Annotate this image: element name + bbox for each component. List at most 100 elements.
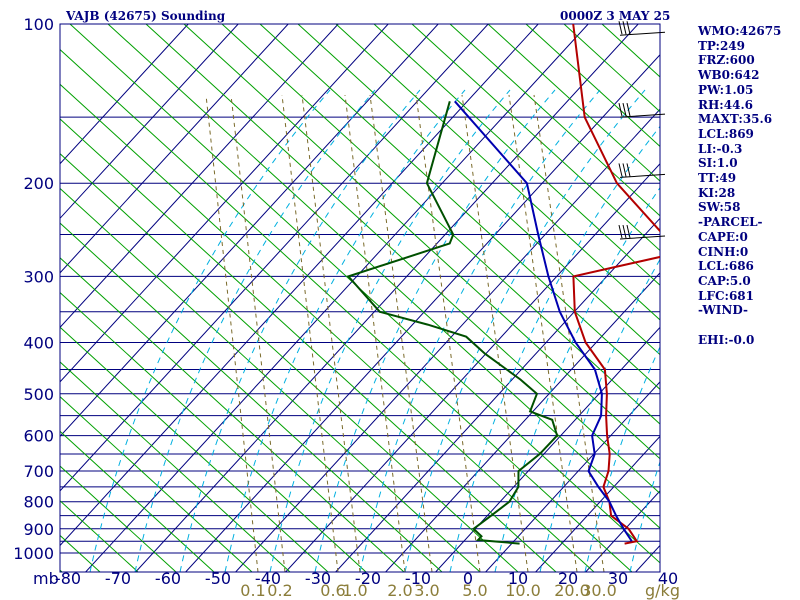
temperature-label-7: -10 xyxy=(405,569,431,588)
dry-adiabat-9 xyxy=(60,222,443,572)
mixing-ratio-label-9: 30.0 xyxy=(581,581,617,600)
wind-barb-flag xyxy=(626,163,631,177)
index-item: -PARCEL- xyxy=(698,215,763,230)
mixing-ratio-unit: g/kg xyxy=(645,581,680,600)
dry-adiabat-23 xyxy=(373,24,660,286)
isotherm--50 xyxy=(235,108,660,572)
wind-barb-flag xyxy=(626,103,631,117)
index-item: EHI:-0.0 xyxy=(698,332,755,347)
dry-adiabat-22 xyxy=(335,24,660,321)
index-item: LI:-0.3 xyxy=(698,141,743,156)
dry-adiabat-26 xyxy=(487,24,660,182)
temperature-label-10: 20 xyxy=(558,569,578,588)
temperature-label-1: -70 xyxy=(105,569,131,588)
pressure-label-600: 600 xyxy=(23,427,54,446)
wind-barb-staff xyxy=(619,113,666,118)
moist-adiabat-6 xyxy=(359,89,601,572)
pressure-label-500: 500 xyxy=(23,385,54,404)
dry-adiabat-10 xyxy=(60,187,481,572)
wind-barb-flag xyxy=(622,163,627,177)
mixing-ratio-label-0: 0.1 xyxy=(240,581,265,600)
wind-barb-flag xyxy=(622,103,627,117)
pressure-label-900: 900 xyxy=(23,520,54,539)
isotherm--130 xyxy=(60,24,339,329)
dry-adiabat-8 xyxy=(60,257,405,572)
mixing-ratio-labels: 0.1 0.2 0.61.0 2.0 3.0 5.0 10.0 20.030.0 xyxy=(240,581,617,600)
moist-adiabat-5 xyxy=(314,89,556,572)
index-item: SW:58 xyxy=(698,200,741,215)
parcel-line xyxy=(454,100,633,542)
wind-barb-flag xyxy=(618,21,623,35)
temperature-label-9: 10 xyxy=(508,569,528,588)
wind-barb-staff xyxy=(619,31,666,36)
moist-adiabat-8 xyxy=(449,125,660,572)
index-item: KI:28 xyxy=(698,185,736,200)
moist-adiabat-7 xyxy=(404,89,646,572)
mixing-ratio-label-4: 2.0 xyxy=(387,581,412,600)
wind-barb-105 xyxy=(618,21,666,36)
mixing-ratio-label-7: 10.0 xyxy=(505,581,541,600)
chart-title: VAJB (42675) Sounding xyxy=(65,9,226,23)
dry-adiabat-18 xyxy=(183,24,660,460)
index-item: RH:44.6 xyxy=(698,97,753,112)
wind-barb-flag xyxy=(622,224,627,239)
index-item: TP:249 xyxy=(698,38,746,53)
dry-adiabat-4 xyxy=(60,395,253,572)
mixing-ratio-label-8: 20.0 xyxy=(554,581,590,600)
wind-barb-flag xyxy=(618,224,623,239)
wind-barb-staff xyxy=(619,235,666,240)
index-item: WB0:642 xyxy=(698,68,760,83)
dry-adiabat-21 xyxy=(297,24,660,356)
isotherm--90 xyxy=(60,24,539,547)
index-item: FRZ:600 xyxy=(698,53,755,68)
mixing-ratio-label-5: 3.0 xyxy=(414,581,439,600)
wind-barb-flag xyxy=(626,21,631,35)
index-item: CAP:5.0 xyxy=(698,273,751,288)
isotherm--60 xyxy=(185,54,660,572)
mixing-ratio-label-2: 0.6 xyxy=(320,581,345,600)
mixing-ratio-line-1 xyxy=(230,94,286,572)
temperature-label-6: -20 xyxy=(355,569,381,588)
dry-adiabat-24 xyxy=(411,24,660,252)
dry-adiabat-6 xyxy=(60,326,329,572)
mixing-ratio-line-8 xyxy=(508,94,578,572)
moist-adiabat-4 xyxy=(269,89,511,572)
dry-adiabat--2 xyxy=(0,24,24,572)
stability-indices-panel: WMO:42675 TP:249 FRZ:600 WB0:642 PW:1.05 RH:4… xyxy=(698,24,798,347)
dry-adiabat-17 xyxy=(145,24,660,495)
wind-barb-flag xyxy=(626,224,631,239)
dry-adiabat-7 xyxy=(60,291,367,572)
pressure-label-400: 400 xyxy=(23,333,54,352)
wind-barb-255 xyxy=(618,224,666,240)
wind-barb-flag xyxy=(618,103,623,117)
temperature-label-4: -40 xyxy=(255,569,281,588)
dry-adiabat-12 xyxy=(60,118,557,572)
dry-adiabat-16 xyxy=(107,24,660,529)
index-item: CINH:0 xyxy=(698,244,749,259)
mixing-ratio-label-1: 0.2 xyxy=(267,581,292,600)
mixing-ratio-line-2 xyxy=(281,94,339,572)
mixing-ratio-line-4 xyxy=(344,94,406,572)
isotherm--40 xyxy=(285,163,660,572)
dry-adiabat-15 xyxy=(69,24,660,564)
pressure-label-300: 300 xyxy=(23,267,54,286)
index-item: WMO:42675 xyxy=(698,24,782,38)
temperature-label-11: 30 xyxy=(608,569,628,588)
isotherm--120 xyxy=(60,24,389,383)
dry-adiabat--1 xyxy=(60,569,63,572)
wind-barbs xyxy=(618,21,666,240)
isotherm--140 xyxy=(60,24,289,274)
wind-barb-staff xyxy=(619,173,666,178)
mixing-ratio-line-7 xyxy=(461,94,529,572)
mixing-ratio-label-3: 1.0 xyxy=(342,581,367,600)
temperature-label-2: -60 xyxy=(155,569,181,588)
dry-adiabat-1 xyxy=(60,500,139,572)
dry-adiabat-13 xyxy=(60,83,595,572)
mixing-ratio-label-6: 5.0 xyxy=(462,581,487,600)
moist-adiabat-2 xyxy=(179,89,421,572)
isotherm--70 xyxy=(135,24,639,572)
moist-adiabat-3 xyxy=(224,89,466,572)
pressure-label-700: 700 xyxy=(23,462,54,481)
moist-adiabat-1 xyxy=(134,89,376,572)
